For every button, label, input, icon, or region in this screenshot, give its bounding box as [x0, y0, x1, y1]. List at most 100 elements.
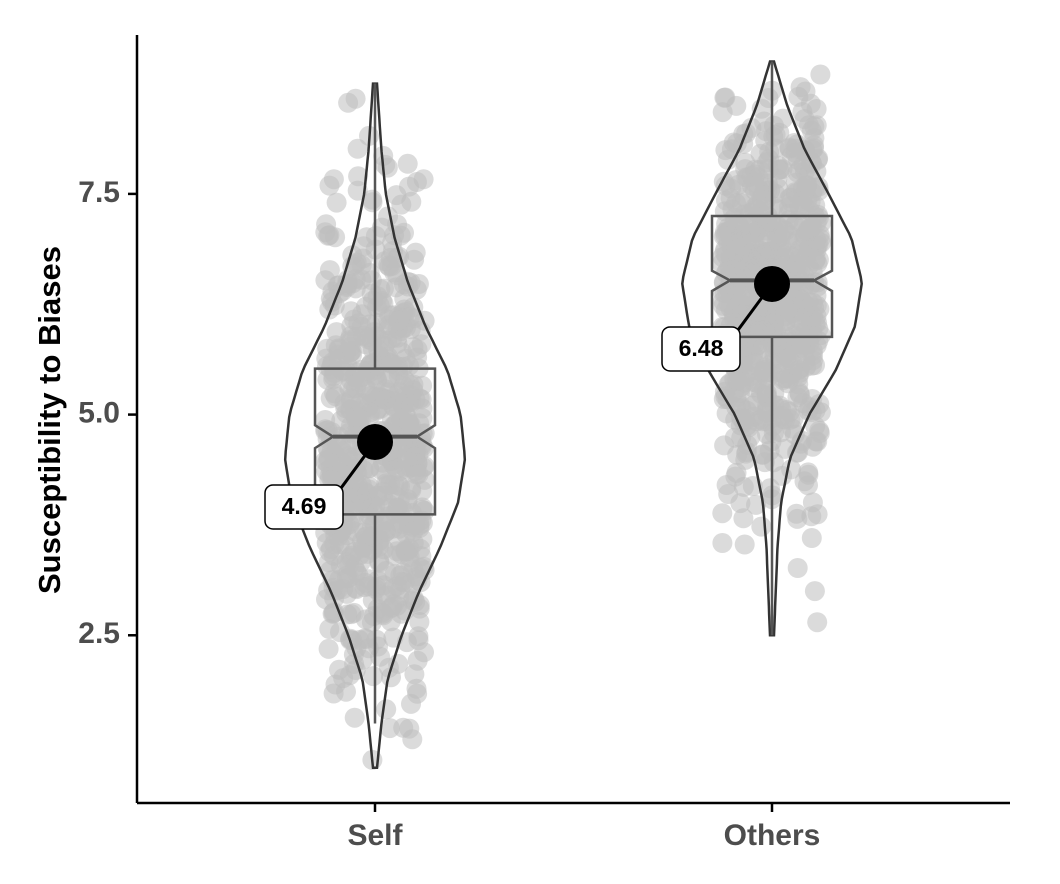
ticks: Self Others 2.5 5.0 7.5 — [78, 176, 820, 852]
data-point — [361, 283, 382, 304]
y-tick-label: 5.0 — [78, 397, 120, 430]
data-point — [344, 707, 365, 728]
mean-label-box — [264, 484, 344, 530]
data-point — [389, 310, 410, 331]
data-point — [730, 493, 751, 514]
data-point — [403, 521, 424, 542]
data-point — [405, 242, 426, 263]
data-point — [717, 149, 738, 170]
x-tick-label: Self — [347, 819, 403, 852]
data-point — [749, 159, 770, 180]
data-point — [712, 533, 733, 553]
data-point — [401, 693, 421, 714]
data-point — [323, 169, 344, 190]
mean-label-box — [661, 326, 741, 372]
data-point — [724, 427, 745, 448]
data-point — [800, 93, 821, 114]
data-point — [712, 503, 733, 524]
data-point — [358, 479, 379, 500]
data-point — [787, 508, 808, 529]
data-point — [377, 367, 398, 388]
data-point — [785, 172, 806, 193]
data-point — [726, 193, 747, 214]
data-point — [348, 166, 369, 187]
data-point — [756, 386, 777, 407]
data-point — [341, 388, 362, 409]
data-point — [787, 558, 808, 578]
data-point — [807, 253, 828, 274]
data-point — [403, 380, 424, 401]
data-point — [803, 350, 823, 371]
x-tick-label: Others — [724, 819, 821, 852]
data-point — [346, 561, 367, 582]
data-point — [374, 336, 395, 357]
data-point — [768, 178, 789, 199]
points-self — [315, 88, 435, 770]
violins — [283, 60, 863, 769]
data-point — [346, 252, 367, 273]
data-point — [379, 718, 400, 739]
data-point — [751, 516, 772, 537]
data-point — [735, 285, 755, 306]
mean-markers: 4.69 6.48 — [264, 265, 790, 530]
data-point — [355, 628, 376, 649]
data-point — [352, 304, 372, 325]
data-point — [402, 729, 423, 750]
data-point — [380, 497, 401, 518]
data-point — [801, 528, 822, 548]
data-point — [363, 666, 384, 687]
data-point — [408, 464, 429, 485]
box-self — [313, 367, 437, 516]
data-point — [325, 386, 346, 407]
data-point — [333, 668, 354, 689]
data-point — [751, 241, 772, 262]
y-tick-label: 7.5 — [78, 176, 120, 209]
data-point — [763, 126, 784, 147]
data-point — [802, 292, 823, 313]
data-point — [798, 464, 819, 485]
data-point — [733, 508, 754, 529]
data-point — [318, 447, 339, 468]
data-point — [411, 546, 432, 567]
violin-self — [283, 82, 467, 769]
data-point — [377, 157, 398, 178]
data-point — [778, 348, 799, 368]
data-point — [318, 638, 339, 659]
data-point — [790, 77, 811, 98]
data-point — [715, 87, 736, 108]
data-point — [356, 227, 377, 248]
data-point — [773, 219, 794, 240]
violin-others — [681, 60, 863, 637]
axes — [135, 35, 1010, 805]
data-point — [406, 678, 427, 699]
box-others — [710, 214, 834, 339]
data-point — [786, 255, 807, 276]
data-point — [328, 338, 349, 359]
data-point — [376, 699, 397, 720]
mean-label: 4.69 — [282, 493, 327, 519]
data-point — [384, 545, 404, 566]
data-point — [746, 494, 766, 515]
data-point — [752, 411, 773, 432]
data-point — [407, 650, 428, 671]
data-point — [326, 192, 347, 213]
data-point — [758, 88, 779, 108]
data-point — [325, 227, 346, 248]
mean-point-others — [754, 265, 790, 302]
data-point — [726, 133, 747, 154]
jitter-points — [315, 64, 832, 770]
data-point — [378, 206, 398, 227]
data-point — [397, 153, 418, 174]
data-point — [345, 578, 366, 599]
data-point — [716, 475, 737, 495]
data-point — [398, 412, 419, 433]
y-axis-title: Susceptibility to Biases — [32, 246, 67, 594]
data-point — [347, 138, 368, 159]
data-point — [412, 480, 433, 501]
data-point — [356, 527, 377, 548]
data-point — [338, 92, 359, 113]
data-point — [406, 172, 427, 192]
data-point — [337, 355, 358, 376]
